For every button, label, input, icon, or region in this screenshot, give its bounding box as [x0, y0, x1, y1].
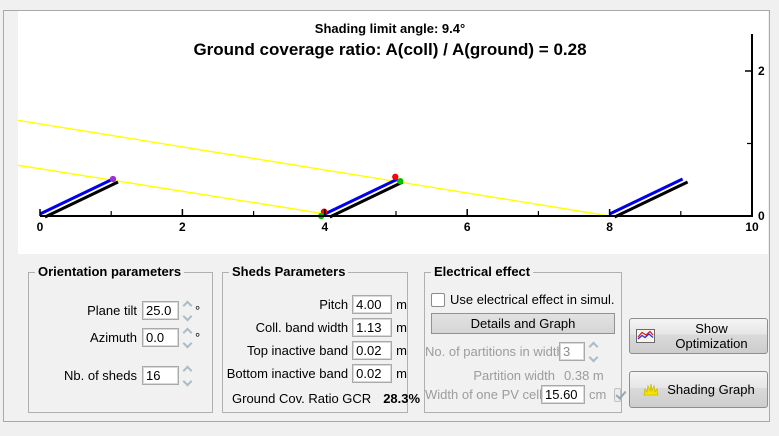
ground-coverage-ratio-title: Ground coverage ratio: A(coll) / A(groun… — [193, 40, 586, 59]
electrical-effect-title: Electrical effect — [431, 264, 534, 279]
partitions-spinner — [588, 341, 599, 362]
electrical-effect-group: Electrical effect Use electrical effect … — [424, 264, 622, 413]
spinner-up-icon — [588, 341, 599, 351]
orientation-parameters-title: Orientation parameters — [35, 264, 185, 279]
show-optimization-label: Show Optimization — [675, 321, 748, 351]
top-inactive-band-label: Top inactive band — [246, 343, 349, 358]
nb-of-sheds-spinner[interactable] — [182, 365, 193, 386]
svg-text:2: 2 — [758, 64, 765, 78]
top-inactive-band-input[interactable] — [352, 341, 393, 360]
svg-text:2: 2 — [179, 220, 186, 234]
sheds-diagram-svg: Shading limit angle: 9.4° Ground coverag… — [17, 21, 765, 234]
plane-tilt-input[interactable] — [142, 301, 179, 320]
gcr-value: 28.3% — [383, 391, 421, 406]
spinner-down-icon[interactable] — [182, 376, 193, 386]
svg-text:0: 0 — [37, 220, 44, 234]
bottom-inactive-band-unit: m — [396, 366, 407, 381]
pv-cell-width-input — [541, 385, 585, 404]
plane-tilt-spinner[interactable] — [182, 300, 193, 321]
pv-cell-width-label: Width of one PV cell — [425, 387, 543, 402]
pitch-label: Pitch — [319, 297, 349, 312]
shading-sun-icon — [642, 383, 660, 396]
nb-of-sheds-input[interactable] — [142, 366, 179, 385]
show-optimization-button[interactable]: Show Optimization — [629, 318, 768, 354]
spinner-down-icon — [588, 352, 599, 362]
coll-band-width-unit: m — [396, 320, 407, 335]
use-electrical-effect-checkbox[interactable] — [431, 292, 445, 307]
details-and-graph-button[interactable]: Details and Graph — [431, 313, 615, 334]
svg-text:10: 10 — [745, 220, 759, 234]
spinner-up-icon[interactable] — [182, 327, 193, 337]
spinner-up-icon[interactable] — [182, 300, 193, 310]
sheds-diagram: Shading limit angle: 9.4° Ground coverag… — [17, 11, 768, 254]
pitch-unit: m — [396, 297, 407, 312]
spinner-down-icon[interactable] — [182, 311, 193, 321]
svg-text:8: 8 — [606, 220, 613, 234]
plane-tilt-unit: ° — [195, 303, 201, 318]
plane-tilt-label: Plane tilt — [87, 303, 137, 318]
azimuth-label: Azimuth — [90, 330, 137, 345]
top-inactive-band-unit: m — [396, 343, 407, 358]
use-electrical-effect-label: Use electrical effect in simul. — [450, 292, 615, 307]
spinner-up-icon[interactable] — [182, 365, 193, 375]
shading-graph-label: Shading Graph — [667, 382, 755, 397]
partition-width-value: 0.38 m — [564, 368, 604, 383]
azimuth-input[interactable] — [142, 328, 179, 347]
spinner-down-icon[interactable] — [182, 338, 193, 348]
orientation-parameters-group: Orientation parameters Plane tilt ° Azim… — [28, 264, 213, 413]
sheds-parameters-title: Sheds Parameters — [229, 264, 349, 279]
svg-text:4: 4 — [321, 220, 328, 234]
shading-graph-button[interactable]: Shading Graph — [629, 371, 768, 408]
azimuth-spinner[interactable] — [182, 327, 193, 348]
coll-band-width-input[interactable] — [352, 318, 393, 337]
partition-width-label: Partition width — [473, 368, 555, 383]
azimuth-unit: ° — [195, 330, 201, 345]
pitch-input[interactable] — [352, 295, 393, 314]
gcr-label: Ground Cov. Ratio GCR — [232, 391, 372, 406]
svg-text:6: 6 — [464, 220, 471, 234]
nb-of-sheds-label: Nb. of sheds — [64, 368, 137, 383]
partitions-in-width-label: No. of partitions in width — [425, 344, 564, 359]
coll-band-width-label: Coll. band width — [255, 320, 349, 335]
shading-limit-angle-title: Shading limit angle: 9.4° — [315, 21, 465, 36]
optimization-chart-icon — [636, 329, 655, 343]
main-panel: Shading limit angle: 9.4° Ground coverag… — [3, 10, 770, 422]
pv-cell-width-checkbox — [614, 387, 621, 402]
pv-cell-width-unit: cm — [589, 387, 607, 402]
sheds-parameters-group: Sheds Parameters Pitch m Coll. band widt… — [222, 264, 420, 413]
bottom-inactive-band-label: Bottom inactive band — [226, 366, 349, 381]
partitions-in-width-input — [559, 342, 585, 361]
svg-text:0: 0 — [758, 209, 765, 223]
bottom-inactive-band-input[interactable] — [352, 364, 393, 383]
